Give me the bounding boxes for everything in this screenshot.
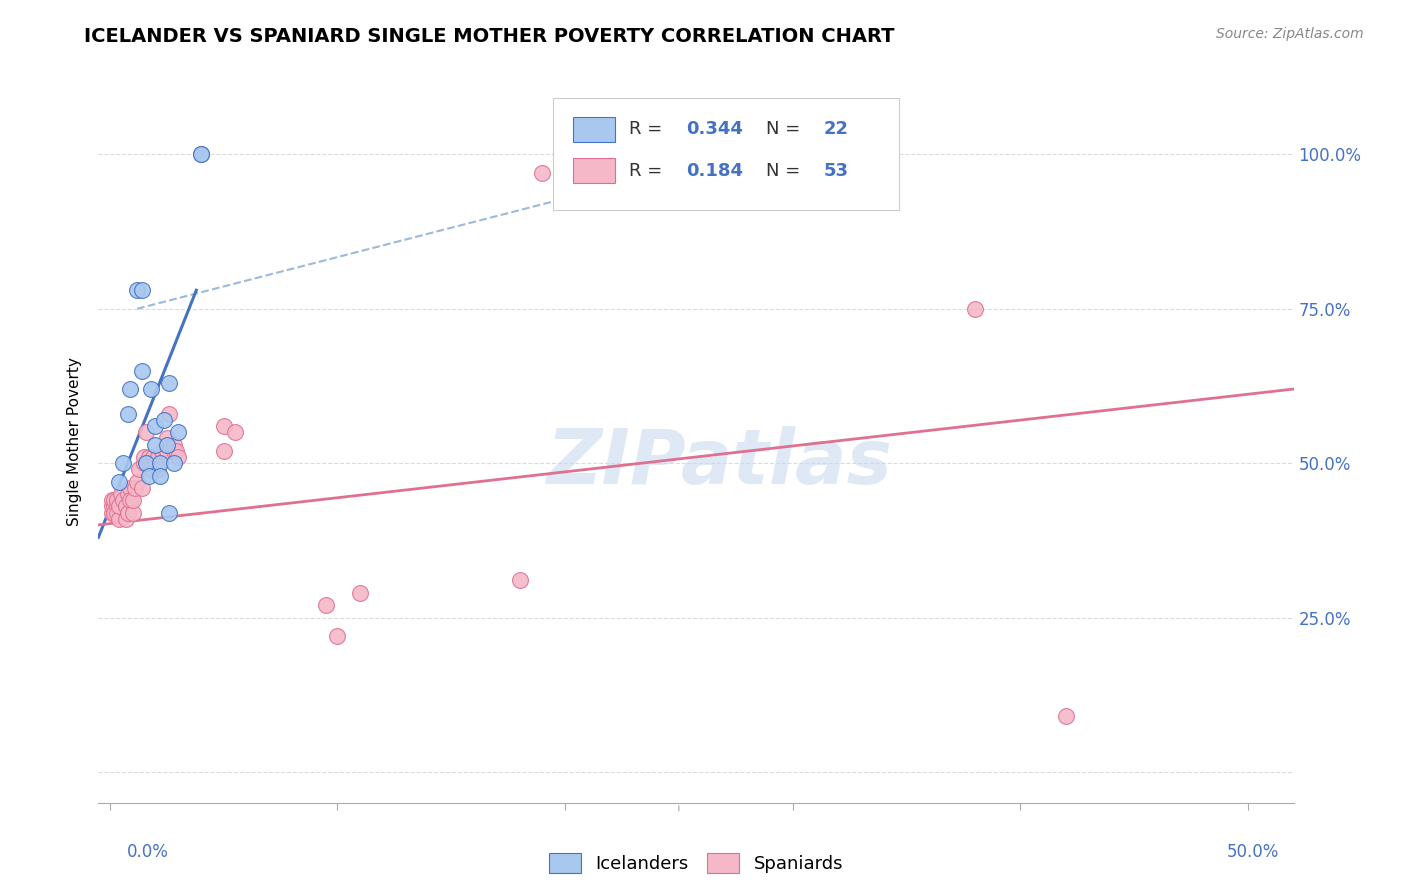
Point — [156, 437, 179, 451]
Point — [114, 512, 136, 526]
Point — [135, 425, 157, 440]
Point — [149, 456, 172, 470]
Point — [135, 456, 157, 470]
Text: 53: 53 — [824, 161, 849, 179]
Point — [509, 574, 531, 588]
Point — [108, 500, 131, 514]
Point — [101, 500, 124, 514]
Point — [101, 506, 124, 520]
Point — [315, 598, 337, 612]
Point — [120, 382, 142, 396]
Point — [224, 425, 246, 440]
Point — [127, 475, 149, 489]
Point — [349, 586, 371, 600]
Text: ICELANDER VS SPANIARD SINGLE MOTHER POVERTY CORRELATION CHART: ICELANDER VS SPANIARD SINGLE MOTHER POVE… — [84, 27, 894, 45]
Point — [131, 481, 153, 495]
Point — [117, 407, 139, 421]
Text: 0.344: 0.344 — [686, 120, 744, 138]
Point — [112, 493, 135, 508]
Point — [110, 487, 132, 501]
Point — [117, 506, 139, 520]
Point — [128, 462, 150, 476]
Point — [117, 487, 139, 501]
Point — [157, 506, 180, 520]
Point — [112, 456, 135, 470]
Point — [1054, 709, 1077, 723]
Point — [132, 456, 155, 470]
Point — [167, 450, 190, 464]
Point — [146, 450, 169, 464]
Point — [963, 301, 986, 316]
Point — [103, 500, 125, 514]
Point — [105, 500, 128, 514]
Point — [101, 493, 124, 508]
Text: 0.0%: 0.0% — [127, 843, 169, 861]
Text: N =: N = — [766, 120, 807, 138]
Text: Source: ZipAtlas.com: Source: ZipAtlas.com — [1216, 27, 1364, 41]
Point — [139, 382, 162, 396]
Point — [157, 407, 180, 421]
Point — [142, 450, 165, 464]
Point — [127, 283, 149, 297]
Point — [121, 506, 143, 520]
Text: ZIPatlas: ZIPatlas — [547, 426, 893, 500]
Point — [131, 363, 153, 377]
Point — [326, 629, 349, 643]
FancyBboxPatch shape — [553, 98, 900, 211]
Point — [138, 450, 160, 464]
Legend: Icelanders, Spaniards: Icelanders, Spaniards — [541, 847, 851, 880]
Point — [124, 481, 146, 495]
FancyBboxPatch shape — [572, 117, 614, 142]
Point — [162, 443, 184, 458]
Point — [146, 462, 169, 476]
Point — [157, 376, 180, 390]
Point — [131, 283, 153, 297]
Text: 22: 22 — [824, 120, 849, 138]
Text: N =: N = — [766, 161, 807, 179]
Point — [167, 425, 190, 440]
Point — [190, 147, 212, 161]
Text: 50.0%: 50.0% — [1227, 843, 1279, 861]
Point — [149, 468, 172, 483]
Point — [139, 462, 162, 476]
Point — [105, 493, 128, 508]
Point — [138, 468, 160, 483]
Point — [156, 432, 179, 446]
Point — [156, 443, 179, 458]
Point — [212, 443, 235, 458]
Point — [143, 419, 166, 434]
Point — [103, 493, 125, 508]
Point — [103, 506, 125, 520]
Text: R =: R = — [628, 120, 668, 138]
Point — [162, 437, 184, 451]
Point — [108, 475, 131, 489]
Point — [212, 419, 235, 434]
Text: R =: R = — [628, 161, 673, 179]
Point — [153, 413, 176, 427]
Point — [114, 500, 136, 514]
Y-axis label: Single Mother Poverty: Single Mother Poverty — [67, 357, 83, 526]
Point — [143, 437, 166, 451]
Point — [165, 443, 187, 458]
Point — [190, 147, 212, 161]
Point — [120, 493, 142, 508]
Text: 0.184: 0.184 — [686, 161, 744, 179]
FancyBboxPatch shape — [572, 158, 614, 183]
Point — [132, 450, 155, 464]
Point — [105, 506, 128, 520]
Point — [162, 456, 184, 470]
Point — [121, 493, 143, 508]
Point — [108, 512, 131, 526]
Point — [120, 481, 142, 495]
Point — [150, 443, 173, 458]
Point — [143, 456, 166, 470]
Point — [143, 456, 166, 470]
Point — [531, 166, 554, 180]
